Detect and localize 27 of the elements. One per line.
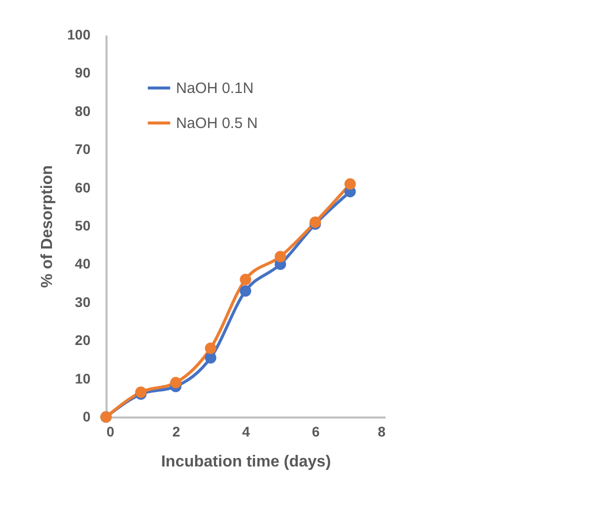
y-axis-title: % of Desorption [39, 165, 56, 288]
point [240, 285, 252, 297]
y-tick-label: 100 [67, 26, 91, 42]
x-tick-label: 8 [378, 424, 386, 440]
legend-label: NaOH 0.5 N [176, 115, 258, 132]
x-tick-label: 6 [312, 424, 320, 440]
y-tick-label: 50 [74, 218, 91, 234]
y-tick-label: 90 [74, 64, 91, 81]
x-tick-label: 2 [172, 424, 180, 440]
y-tick-label: 0 [82, 408, 91, 424]
y-tick-label: 10 [74, 370, 91, 386]
y-tick-label: 40 [74, 256, 91, 272]
point [204, 352, 216, 364]
y-tick-label: 60 [74, 179, 91, 196]
point [240, 274, 252, 286]
point [344, 178, 356, 190]
x-axis-title: Incubation time (days) [161, 454, 331, 470]
point [274, 250, 286, 262]
y-tick-label: 30 [74, 294, 91, 310]
x-tick-label: 0 [106, 424, 114, 440]
y-tick-label: 70 [74, 141, 91, 158]
point [204, 342, 216, 354]
y-tick-label: 20 [74, 332, 91, 348]
point [170, 376, 182, 388]
y-tick-label: 80 [74, 102, 91, 119]
x-tick-label: 4 [242, 424, 250, 440]
legend-label: NaOH 0.1N [176, 80, 254, 97]
